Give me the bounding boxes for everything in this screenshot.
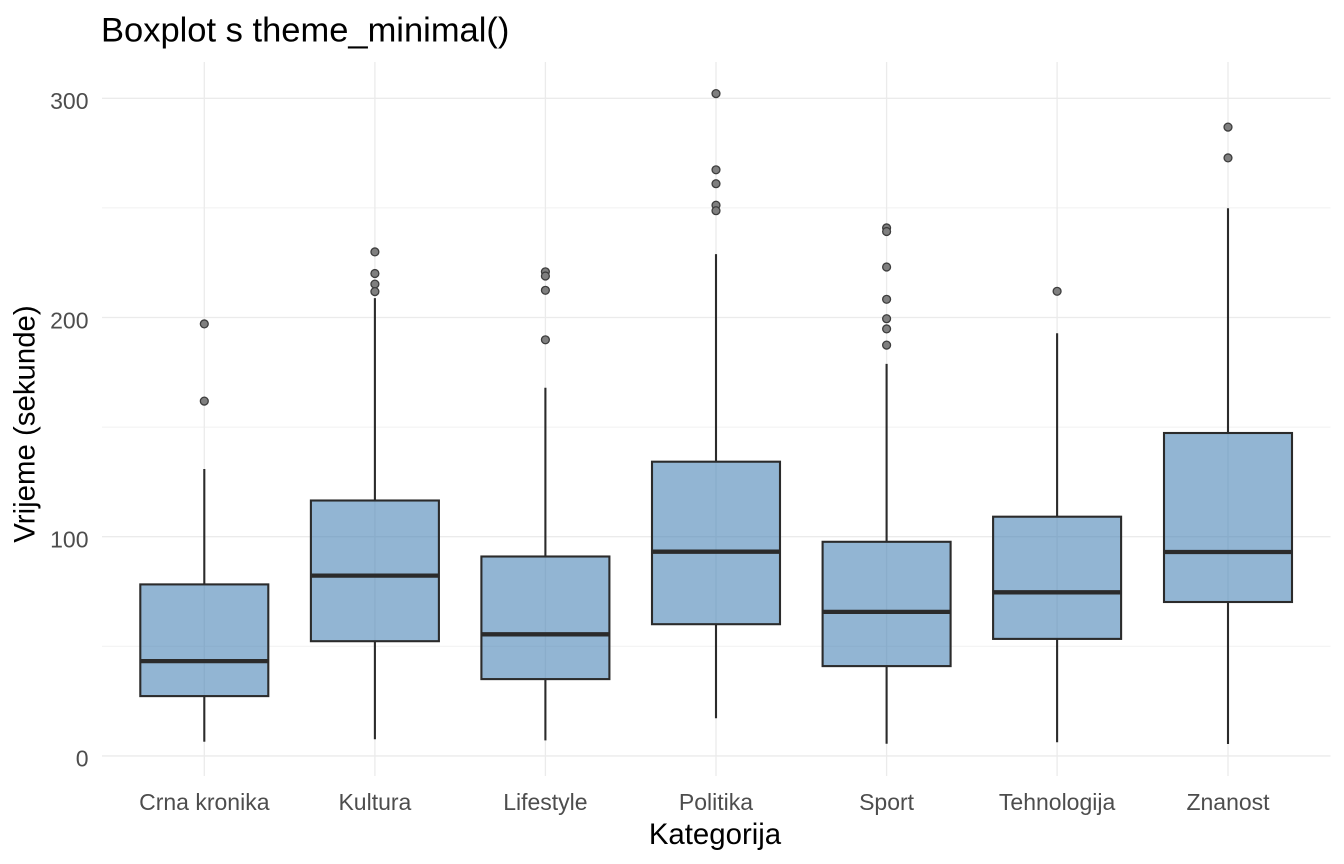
svg-text:Politika: Politika [679, 789, 753, 815]
svg-text:Vrijeme (sekunde): Vrijeme (sekunde) [8, 305, 41, 542]
svg-text:Crna kronika: Crna kronika [139, 789, 270, 815]
svg-text:Lifestyle: Lifestyle [503, 789, 587, 815]
svg-text:Znanost: Znanost [1186, 789, 1270, 815]
svg-text:300: 300 [50, 88, 88, 114]
svg-text:0: 0 [76, 746, 89, 772]
svg-text:100: 100 [50, 527, 88, 553]
svg-text:Tehnologija: Tehnologija [999, 789, 1116, 815]
svg-text:Boxplot s theme_minimal(): Boxplot s theme_minimal() [101, 11, 509, 49]
svg-text:Sport: Sport [859, 789, 915, 815]
svg-text:Kultura: Kultura [338, 789, 411, 815]
svg-text:Kategorija: Kategorija [649, 818, 782, 851]
svg-text:200: 200 [50, 307, 88, 333]
